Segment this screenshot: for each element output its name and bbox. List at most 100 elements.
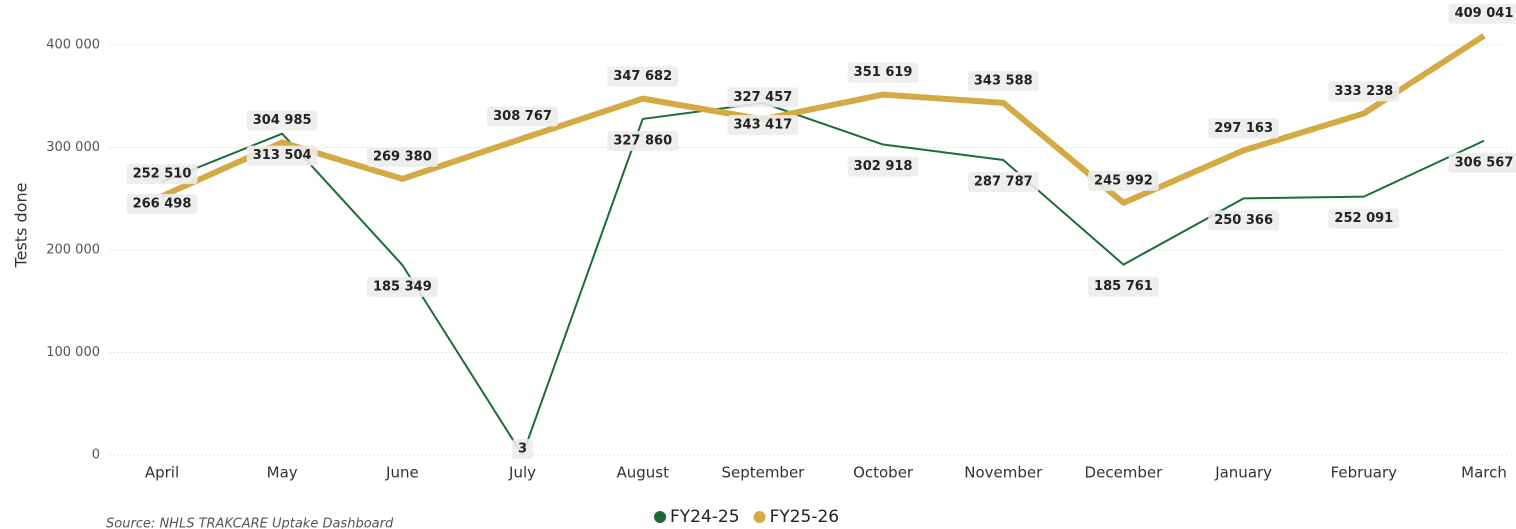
data-label: 250 366	[1208, 210, 1280, 231]
x-tick-label: November	[964, 464, 1043, 482]
data-label-bg	[126, 164, 198, 185]
series-line	[160, 33, 1486, 206]
data-label: 327 457	[727, 87, 799, 108]
x-tick-label: June	[385, 464, 419, 482]
data-label-text: 266 498	[133, 196, 192, 211]
data-label-bg	[847, 62, 919, 83]
data-label: 302 918	[847, 156, 919, 177]
data-label-text: 302 918	[854, 159, 913, 174]
data-label-text: 252 510	[133, 167, 192, 182]
data-label: 313 504	[246, 145, 318, 166]
data-label: 252 091	[1328, 208, 1400, 229]
data-label: 185 349	[366, 277, 438, 298]
y-axis-label: Tests done	[12, 183, 31, 269]
legend-swatch	[654, 511, 666, 523]
data-label-text: 333 238	[1334, 84, 1393, 99]
data-label-bg	[1088, 170, 1159, 191]
x-tick-label: May	[267, 464, 298, 482]
x-tick-label: December	[1085, 464, 1164, 482]
data-label-bg	[366, 146, 438, 167]
data-label-bg	[126, 193, 198, 214]
data-label-bg	[847, 156, 919, 177]
data-label-bg	[366, 277, 438, 298]
legend-label: FY24-25	[670, 507, 740, 527]
data-label: 269 380	[366, 146, 438, 167]
data-label-text: 269 380	[373, 149, 432, 164]
data-label-text: 347 682	[613, 69, 672, 84]
data-label-text: 252 091	[1334, 211, 1393, 226]
y-tick-label: 200 000	[46, 243, 100, 258]
data-label: 3	[512, 439, 534, 459]
legend: FY24-25 FY25-26	[654, 507, 839, 527]
data-label-text: 306 567	[1455, 155, 1514, 170]
y-tick-label: 100 000	[46, 345, 100, 360]
data-label-bg	[967, 172, 1039, 193]
data-label: 297 163	[1208, 118, 1280, 139]
x-tick-label: July	[508, 464, 536, 482]
data-label-text: 304 985	[253, 113, 312, 128]
data-label: 409 041	[1448, 3, 1516, 24]
series-line	[161, 101, 1485, 456]
data-label-text: 327 457	[734, 90, 793, 105]
data-label-text: 313 504	[253, 148, 312, 163]
data-label-bg	[1448, 3, 1516, 24]
data-label-text: 308 767	[493, 109, 552, 124]
data-label-bg	[727, 87, 799, 108]
data-label: 333 238	[1328, 81, 1400, 102]
data-label-text: 327 860	[613, 133, 672, 148]
data-label: 343 417	[727, 114, 799, 135]
data-label-text: 409 041	[1455, 6, 1514, 21]
data-label-text: 185 761	[1094, 279, 1153, 294]
data-label-bg	[607, 66, 679, 87]
x-tick-label: October	[853, 464, 914, 482]
data-label: 287 787	[967, 172, 1039, 193]
data-label-text: 3	[518, 442, 527, 457]
data-label-text: 185 349	[373, 280, 432, 295]
y-tick-label: 0	[92, 448, 100, 463]
data-label: 343 588	[967, 70, 1039, 91]
data-label: 266 498	[126, 193, 198, 214]
data-label: 351 619	[847, 62, 919, 83]
x-tick-label: September	[721, 464, 805, 482]
data-label-bg	[727, 114, 799, 135]
data-label-text: 351 619	[854, 65, 913, 80]
data-label-text: 343 588	[974, 73, 1033, 88]
data-label-bg	[1208, 210, 1280, 231]
data-labels: 266 498 313 504 185 349 3 327 860 343 417 302 …	[126, 3, 1516, 459]
data-label: 347 682	[607, 66, 679, 87]
data-label-text: 245 992	[1094, 173, 1153, 188]
x-tick-label: January	[1214, 464, 1272, 482]
data-label-bg	[967, 70, 1039, 91]
data-label-bg	[1328, 81, 1400, 102]
data-label-bg	[1208, 118, 1280, 139]
data-label-text: 297 163	[1214, 121, 1273, 136]
data-label: 185 761	[1088, 276, 1159, 297]
data-label-text: 287 787	[974, 175, 1033, 190]
data-label-bg	[1088, 276, 1159, 297]
source-note: Source: NHLS TRAKCARE Uptake Dashboard	[106, 517, 394, 529]
data-label-bg	[246, 110, 318, 131]
data-label-bg	[1328, 208, 1400, 229]
legend-swatch	[753, 511, 766, 523]
data-label: 304 985	[246, 110, 318, 131]
data-label-bg	[487, 106, 558, 127]
data-label-text: 343 417	[734, 117, 793, 132]
y-tick-label: 300 000	[46, 140, 100, 155]
data-label: 252 510	[126, 164, 198, 185]
data-label: 327 860	[607, 130, 679, 151]
data-label: 306 567	[1448, 152, 1516, 173]
data-label: 245 992	[1088, 170, 1159, 191]
x-tick-label: February	[1331, 464, 1398, 482]
data-label-bg	[1448, 152, 1516, 173]
data-label-bg	[607, 130, 679, 151]
x-tick-label: April	[145, 464, 179, 482]
y-tick-label: 400 000	[46, 38, 100, 53]
data-label-text: 250 366	[1214, 213, 1273, 228]
data-label-bg	[512, 439, 534, 459]
legend-label: FY25-26	[770, 507, 840, 527]
data-label: 308 767	[487, 106, 558, 127]
data-label-bg	[246, 145, 318, 166]
x-tick-label: August	[616, 464, 669, 482]
x-tick-label: March	[1461, 464, 1507, 482]
